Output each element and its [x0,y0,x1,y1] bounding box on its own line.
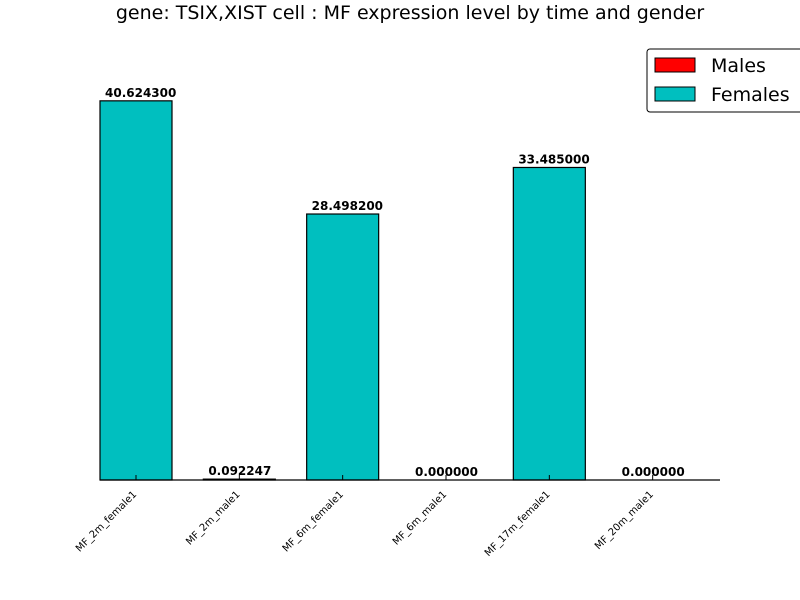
legend-label-females: Females [711,84,790,106]
value-label-MF_20m_male1: 0.000000 [622,465,685,479]
bar-MF_17m_female1 [512,166,586,481]
value-label-MF_2m_female1: 40.624300 [105,86,176,100]
x-tick-label-MF_6m_male1: MF_6m_male1 [391,489,449,547]
value-label-MF_6m_female1: 28.498200 [312,199,383,213]
value-label-MF_6m_male1: 0.000000 [415,465,478,479]
value-label-MF_2m_male1: 0.092247 [208,464,271,478]
legend: Males Females [646,48,800,113]
bar-MF_2m_female1 [99,100,173,481]
value-label-MF_17m_female1: 33.485000 [518,152,589,166]
legend-swatch-females [654,86,696,102]
bar-MF_6m_female1 [306,213,380,481]
x-tick-label-MF_2m_male1: MF_2m_male1 [184,489,242,547]
x-tick-label-MF_17m_female1: MF_17m_female1 [483,489,553,559]
legend-swatch-males [654,57,696,73]
x-tick-label-MF_20m_male1: MF_20m_male1 [593,489,656,552]
chart-title: gene: TSIX,XIST cell : MF expression lev… [116,2,704,24]
x-tick-labels: MF_2m_female1 MF_2m_male1 MF_6m_female1 MF_… [74,489,656,559]
x-tick-label-MF_6m_female1: MF_6m_female1 [281,489,346,554]
x-axis [100,475,720,481]
x-tick-label-MF_2m_female1: MF_2m_female1 [74,489,139,554]
legend-label-males: Males [711,55,766,77]
value-labels-group: 40.624300 0.092247 28.498200 0.000000 33.485… [105,86,685,479]
bars-group [99,100,586,481]
